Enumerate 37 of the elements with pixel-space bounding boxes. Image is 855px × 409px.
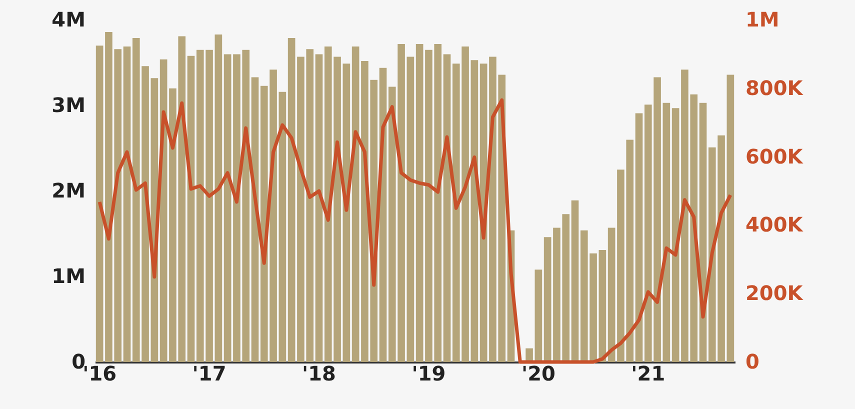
x-tick-label: '20 bbox=[521, 362, 556, 386]
line-series bbox=[98, 98, 732, 364]
x-tick-label: '19 bbox=[412, 362, 446, 386]
bar bbox=[288, 38, 296, 362]
bar bbox=[726, 74, 734, 362]
bar bbox=[662, 102, 670, 362]
bar bbox=[352, 46, 360, 362]
bar bbox=[214, 34, 222, 362]
bar bbox=[534, 270, 542, 362]
y2-tick-label: 400K bbox=[746, 212, 804, 237]
bar bbox=[123, 46, 131, 362]
x-tick-label: '21 bbox=[631, 362, 666, 386]
bar bbox=[635, 113, 643, 362]
bar bbox=[96, 46, 104, 362]
y2-tick-label: 600K bbox=[746, 144, 804, 168]
bar bbox=[315, 54, 323, 362]
y-tick-label: 3M bbox=[52, 93, 86, 117]
bar bbox=[278, 92, 286, 362]
y2-tick-label: 0 bbox=[746, 350, 760, 374]
y-tick-label: 0 bbox=[72, 350, 86, 374]
bar bbox=[416, 44, 424, 362]
bar bbox=[224, 54, 232, 362]
bar bbox=[406, 56, 414, 362]
y2-tick-label: 800K bbox=[746, 76, 804, 100]
bar bbox=[672, 108, 680, 362]
bar bbox=[608, 228, 616, 362]
y-tick-label: 4M bbox=[52, 8, 86, 32]
bar bbox=[187, 56, 195, 362]
bar bbox=[598, 250, 606, 362]
y2-tick-label: 200K bbox=[746, 281, 804, 306]
bar bbox=[571, 200, 579, 362]
x-tick-label: '18 bbox=[302, 362, 336, 386]
x-tick-label: '17 bbox=[192, 362, 226, 386]
y2-tick-label: 1M bbox=[746, 8, 780, 32]
bar bbox=[544, 237, 552, 362]
y-tick-label: 1M bbox=[52, 264, 86, 288]
y-tick-label: 2M bbox=[52, 178, 86, 202]
